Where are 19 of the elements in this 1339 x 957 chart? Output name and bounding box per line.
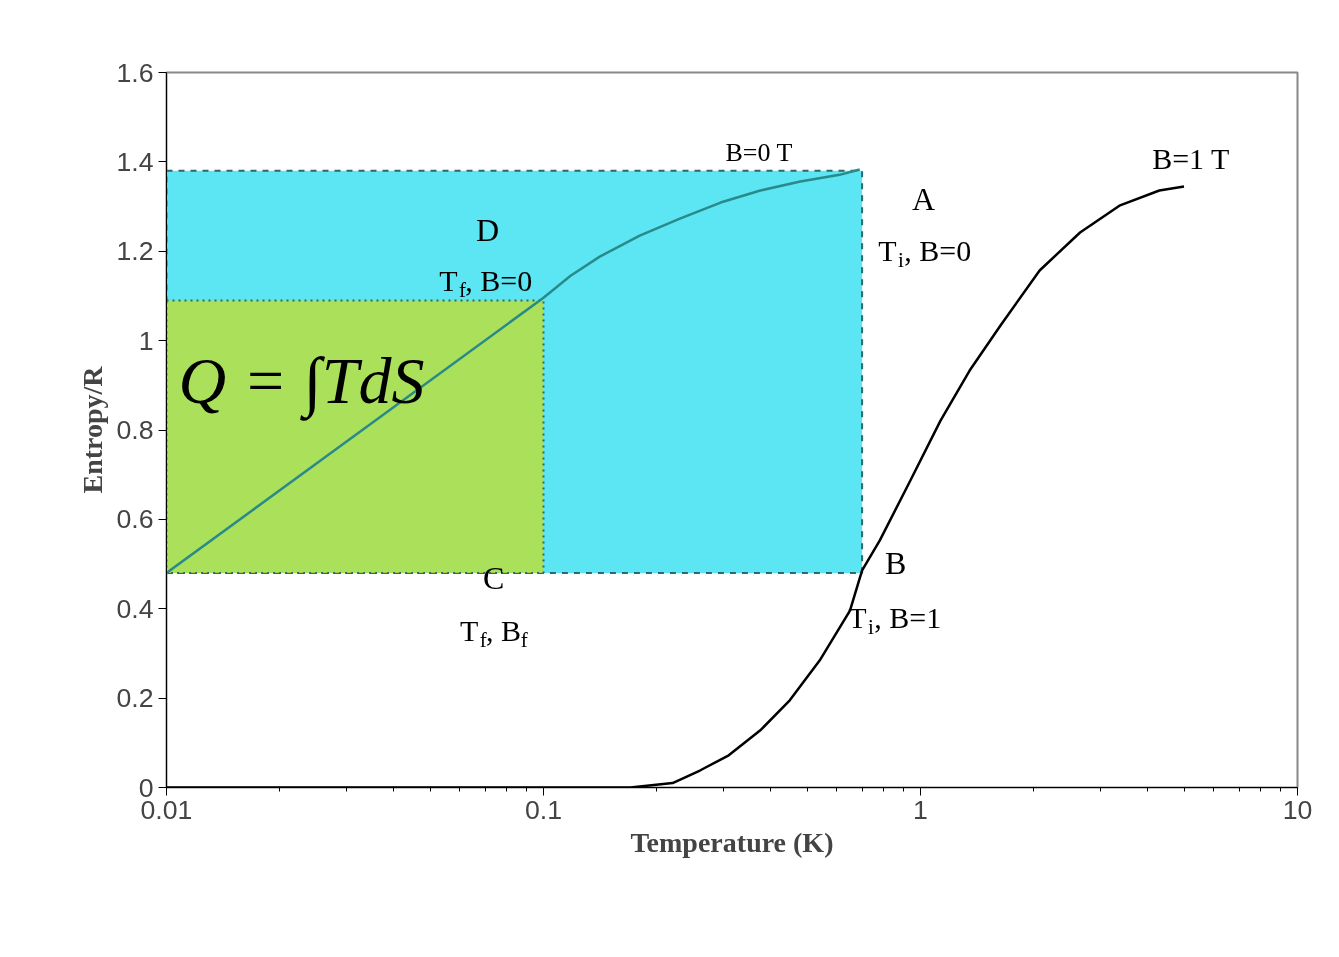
annotation: A bbox=[911, 180, 936, 217]
annotation: B bbox=[884, 544, 907, 581]
y-tick-label: 0.8 bbox=[116, 415, 154, 445]
annotation: Q = ∫TdS bbox=[178, 344, 425, 421]
y-tick-label: 1.6 bbox=[116, 57, 154, 88]
y-tick-label: 0.6 bbox=[116, 504, 154, 535]
y-tick-label: 1.4 bbox=[116, 146, 154, 177]
y-axis-title: Entropy/R bbox=[77, 365, 109, 494]
y-tick-label: 1.2 bbox=[116, 236, 154, 267]
y-tick-label: 0.4 bbox=[116, 593, 154, 624]
x-axis-title: Temperature (K) bbox=[630, 826, 834, 858]
annotation: B=1 T bbox=[1152, 142, 1230, 175]
x-tick-label: 1 bbox=[913, 794, 928, 825]
x-tick-label: 10 bbox=[1282, 794, 1313, 825]
y-tick-label: 1 bbox=[138, 325, 154, 356]
annotation: B=0 T bbox=[725, 138, 793, 167]
x-tick-label: 0.1 bbox=[524, 794, 563, 825]
y-tick-label: 0.2 bbox=[116, 683, 154, 714]
annotation: D bbox=[475, 211, 500, 248]
